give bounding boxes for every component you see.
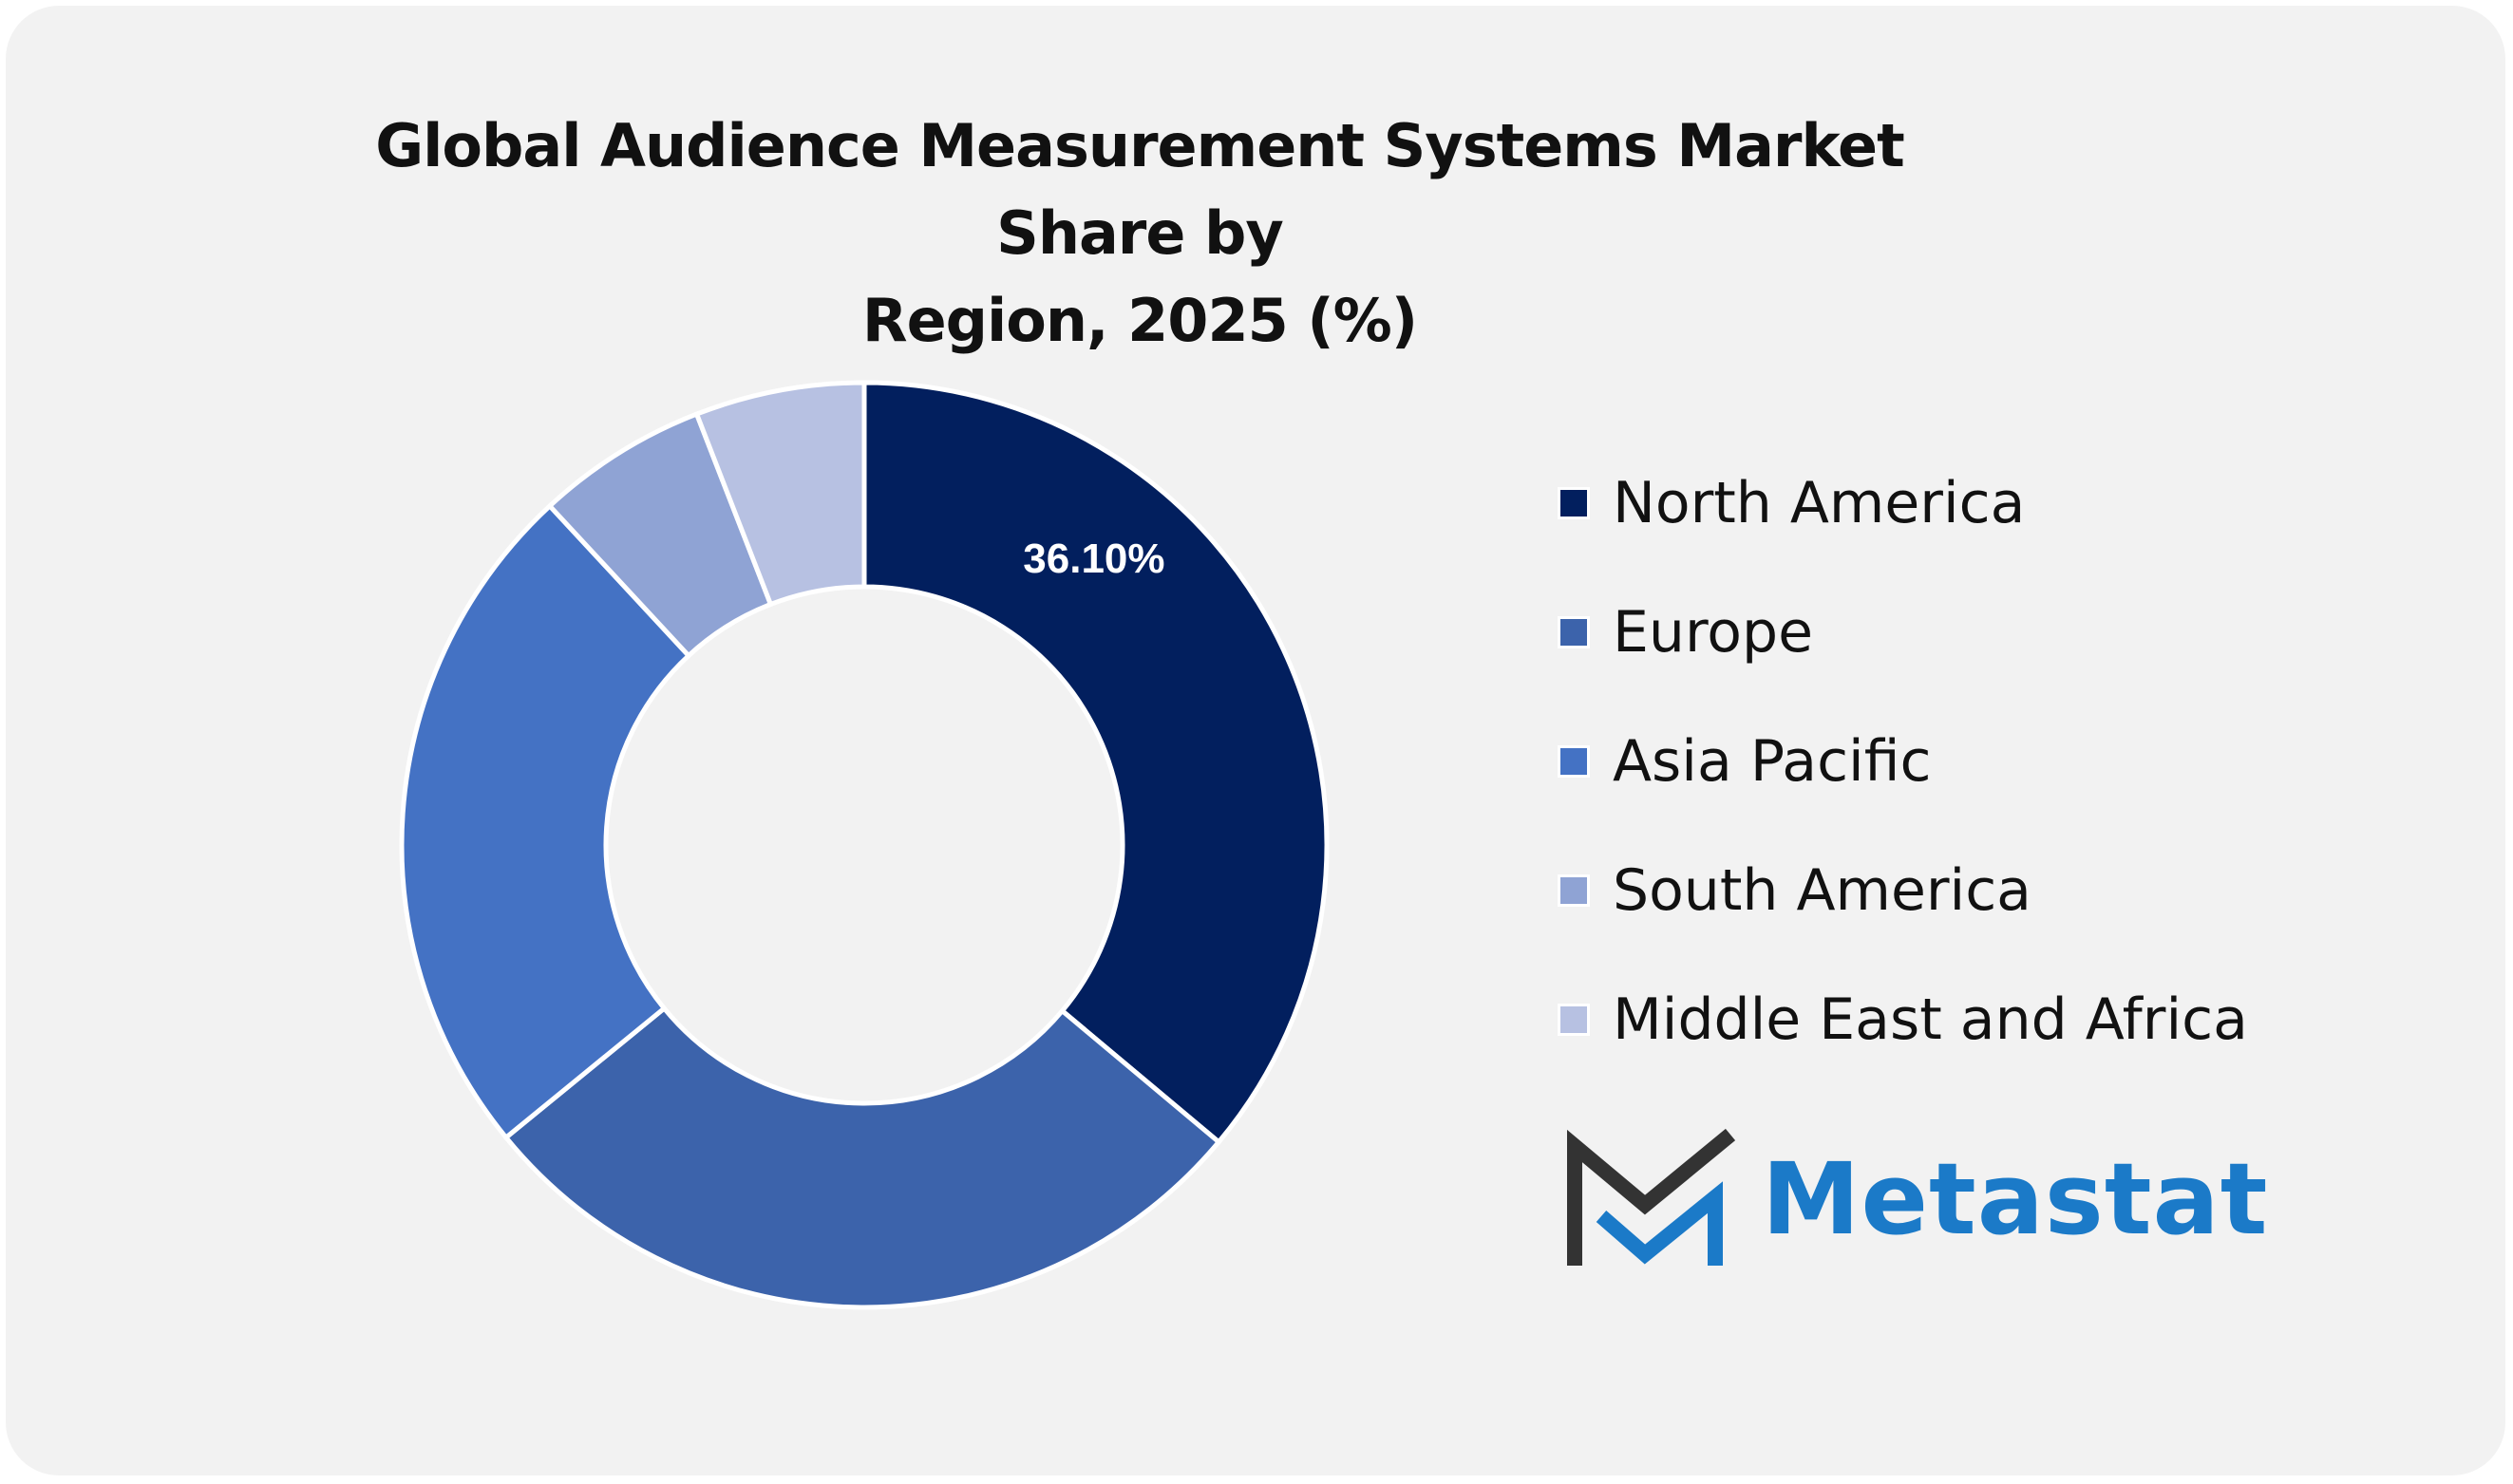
legend-label: Europe [1613,599,1813,666]
legend-label: Middle East and Africa [1613,986,2248,1053]
donut-slice-europe [502,1005,1222,1310]
chart-title-line-1: Global Audience Measurement Systems Mark… [375,111,1905,268]
donut-slice-asia-pacific [399,502,692,1141]
legend-label: North America [1613,470,2026,536]
donut-slice-middle-east-and-africa [693,380,867,608]
chart-legend: North America Europe Asia Pacific South Ame… [1558,439,2248,1084]
legend-item-middle-east-and-africa: Middle East and Africa [1558,955,2248,1084]
chart-title-line-2: Region, 2025 (%) [861,286,1418,355]
legend-item-europe: Europe [1558,568,2248,697]
metastat-logo: Metastat [1558,1125,2270,1277]
legend-label: South America [1613,857,2031,924]
metastat-m-logo-icon [1567,1128,1736,1266]
legend-swatch [1558,487,1590,519]
legend-item-asia-pacific: Asia Pacific [1558,697,2248,826]
legend-swatch [1558,1004,1590,1036]
legend-swatch [1558,874,1590,907]
metastat-logo-text: Metastat [1762,1141,2269,1257]
data-label-north-america: 36.10% [1023,535,1164,582]
legend-item-north-america: North America [1558,439,2248,568]
legend-swatch [1558,745,1590,778]
donut-slice-north-america [861,380,1330,1146]
legend-label: Asia Pacific [1613,728,1932,795]
legend-swatch [1558,616,1590,648]
legend-item-south-america: South America [1558,826,2248,955]
chart-title: Global Audience Measurement Systems Mark… [304,103,1975,365]
